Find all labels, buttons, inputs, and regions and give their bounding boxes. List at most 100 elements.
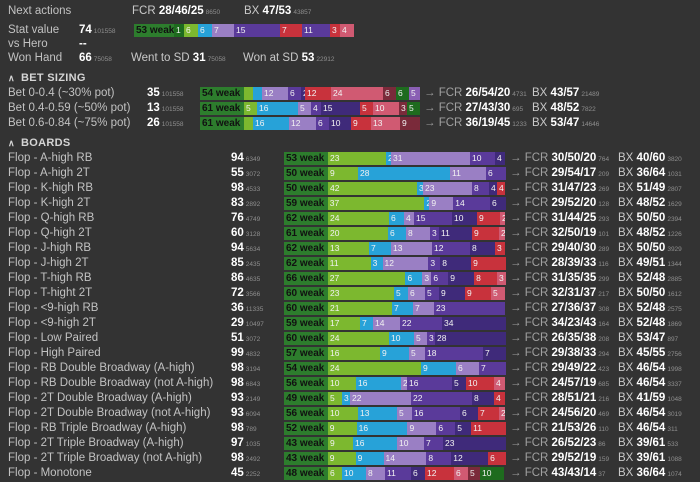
stat-row: Flop - 2T Triple Broadway (A-high) 97 1035… <box>0 436 700 451</box>
row-label: Flop - T-hight 2T <box>8 287 93 299</box>
distribution-bar: 50 weak 42 3 23 8 4 4 <box>284 182 506 195</box>
stat-row: Flop - A-high 2T 55 3072 50 weak 9 28 11 6 → FCR… <box>0 166 700 181</box>
row-value: 97 1035 <box>231 437 261 449</box>
row-bx: BX 46/54 3337 <box>618 377 682 389</box>
bar-segment: 10 <box>328 407 358 420</box>
bar-segment: 10 <box>466 377 494 390</box>
row-bx: BX 36/64 1031 <box>618 167 682 179</box>
row-bx: BX 46/54 311 <box>618 422 678 434</box>
weak-segment: 61 weak <box>200 102 244 115</box>
weak-segment: 50 weak <box>284 182 328 195</box>
weak-segment: 56 weak <box>284 407 328 420</box>
bar-segment: 4 <box>494 377 505 390</box>
distribution-bar: 62 weak 24 6 4 15 10 9 2 <box>284 212 506 225</box>
bar-segment: 13 <box>358 407 397 420</box>
bar-segment: 9 <box>407 422 437 435</box>
bar-segment: 2 <box>500 212 505 225</box>
bar-segment: 5 <box>468 467 480 480</box>
distribution-bar: 57 weak 16 9 5 18 7 <box>284 347 506 360</box>
row-value: 35 101558 <box>147 87 184 99</box>
row-value: 93 6094 <box>231 407 261 419</box>
bar-segment: 12 <box>262 87 288 100</box>
bar-segment: 15 <box>321 102 360 115</box>
distribution-bar: 59 weak 17 7 14 22 34 <box>284 317 506 330</box>
stat-row: Flop - A-high RB 94 6349 53 weak 23 2 31 10 4 → F… <box>0 151 700 166</box>
bar-segment: 5 <box>409 87 420 100</box>
next-actions-row: Next actions FCR 28/46/25 8650 BX 47/53 43… <box>0 4 700 19</box>
row-label: Flop - A-high 2T <box>8 167 90 179</box>
stat-row: Flop - <9-high RB 36 11335 60 weak 21 7 7 23 → F… <box>0 301 700 316</box>
bar-segment: 6 <box>436 422 456 435</box>
distribution-bar: 48 weak 6 10 8 11 6 12 6 5 10 <box>284 467 506 480</box>
row-fcr: → FCR 32/50/19 101 <box>510 227 610 239</box>
row-bx: BX 46/54 3019 <box>618 407 682 419</box>
stat-row: Flop - K-high RB 98 4533 50 weak 42 3 23 8 4 4 → F… <box>0 181 700 196</box>
row-label: Bet 0.6-0.84 (~75% pot) <box>8 117 131 129</box>
row-bx: BX 45/55 2756 <box>618 347 682 359</box>
row-fcr: → FCR 28/51/21 216 <box>510 392 610 404</box>
bar-segment: 3 <box>495 242 505 255</box>
weak-segment: 48 weak <box>284 467 328 480</box>
bar-segment: 15 <box>414 212 452 225</box>
row-value: 13 101558 <box>147 102 184 114</box>
bar-segment: 16 <box>353 437 397 450</box>
row-fcr: → FCR 29/52/20 128 <box>510 197 610 209</box>
bar-segment: 5 <box>394 287 408 300</box>
bar-segment: 24 <box>328 362 421 375</box>
row-bx: BX 40/60 3820 <box>618 152 682 164</box>
stat-row: Flop - J-high 2T 85 2435 62 weak 11 3 12 3 8 9 → F… <box>0 256 700 271</box>
row-value: 36 11335 <box>231 302 264 314</box>
bar-segment: 10 <box>329 117 351 130</box>
bar-segment: 10 <box>480 467 504 480</box>
bar-segment: 9 <box>471 257 506 270</box>
bar-segment: 7 <box>392 302 413 315</box>
bar-segment: 7 <box>424 437 443 450</box>
bar-segment: 16 <box>253 117 289 130</box>
row-bx: BX 39/61 1088 <box>618 452 682 464</box>
row-label: Flop - K-high 2T <box>8 197 91 209</box>
distribution-bar: 60 weak 21 7 7 23 <box>284 302 506 315</box>
bar-segment: 12 <box>425 467 454 480</box>
distribution-bar: 60 weak 23 5 6 5 9 9 5 <box>284 287 506 300</box>
stat-row: Flop - Monotone 45 2252 48 weak 6 10 8 11 6 12 6 5 1… <box>0 466 700 481</box>
bar-segment <box>253 87 262 100</box>
row-bx: BX 48/52 1226 <box>618 227 682 239</box>
bar-segment: 10 <box>470 152 495 165</box>
bar-segment: 6 <box>383 87 396 100</box>
distribution-bar: 61 weak 16 12 6 10 9 13 9 <box>200 117 420 130</box>
row-fcr: → FCR 43/43/14 37 <box>510 467 606 479</box>
bar-segment: 23 <box>328 287 394 300</box>
bar-segment: 16 <box>356 422 408 435</box>
bar-segment: 8 <box>366 467 385 480</box>
row-fcr: → FCR 27/43/30 695 <box>424 102 524 114</box>
bar-segment: 24 <box>328 332 389 345</box>
boards-header[interactable]: ∧ BOARDS <box>8 137 71 149</box>
bar-segment: 9 <box>448 272 475 285</box>
row-value: 98 789 <box>231 422 257 434</box>
stat-row: Flop - 2T Double Broadway (not A-high) 93… <box>0 406 700 421</box>
weak-segment: 60 weak <box>284 302 328 315</box>
bar-segment: 21 <box>328 302 392 315</box>
row-value: 98 2492 <box>231 452 261 464</box>
row-fcr: → FCR 29/40/30 289 <box>510 242 610 254</box>
stat-value-row: Stat value 74 101558 53 weak 1 6 6 7 15 7… <box>0 23 700 38</box>
bet-sizing-header[interactable]: ∧ BET SIZING <box>8 72 86 84</box>
row-label: Flop - 2T Double Broadway (A-high) <box>8 392 192 404</box>
bar-segment: 9 <box>327 452 356 465</box>
bar-segment <box>244 87 253 100</box>
stat-row: Flop - Low Paired 51 3072 60 weak 24 10 5 3 28 → … <box>0 331 700 346</box>
distribution-bar: 56 weak 10 13 5 16 6 7 2 <box>284 407 506 420</box>
bar-segment: 9 <box>429 197 454 210</box>
row-bx: BX 52/48 2885 <box>618 272 682 284</box>
bar-segment: 23 <box>434 302 505 315</box>
row-label: Flop - T-high RB <box>8 272 92 284</box>
row-fcr: → FCR 26/54/20 4731 <box>424 87 527 99</box>
chevron-up-icon[interactable]: ∧ <box>8 73 15 83</box>
bar-segment: 22 <box>350 392 411 405</box>
bar-segment: 6 <box>460 407 478 420</box>
row-bx: BX 53/47 897 <box>618 332 679 344</box>
row-value: 29 10497 <box>231 317 264 329</box>
weak-segment: 57 weak <box>284 347 328 360</box>
chevron-up-icon[interactable]: ∧ <box>8 138 15 148</box>
weak-segment: 66 weak <box>284 272 328 285</box>
